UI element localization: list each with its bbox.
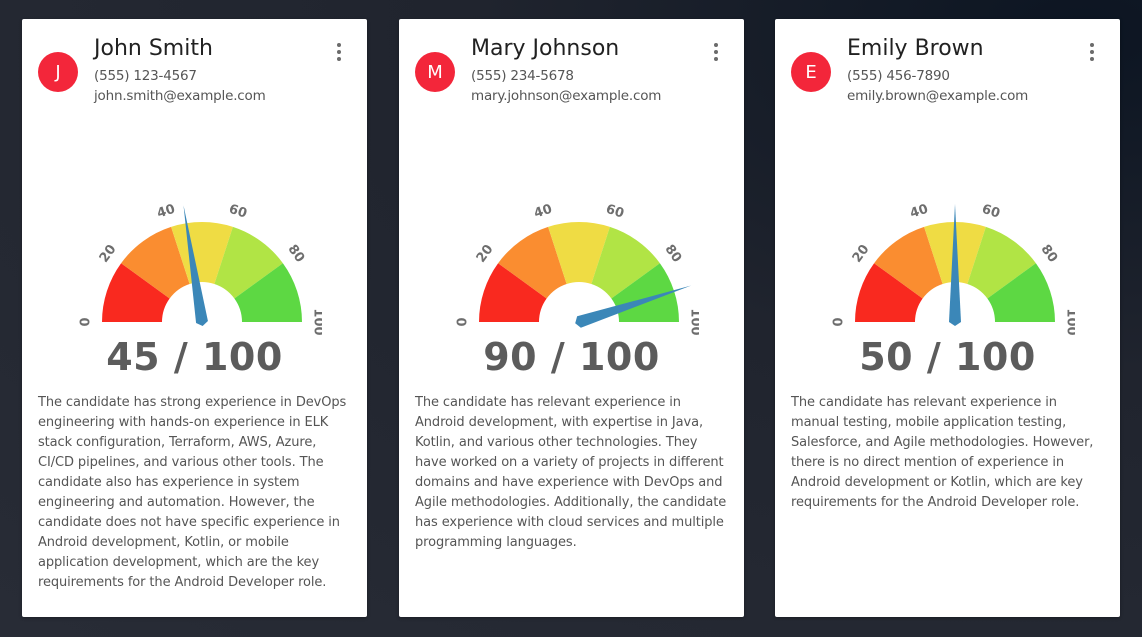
gauge-tick-label: 40 — [908, 202, 930, 222]
gauge-tick-label: 80 — [284, 242, 307, 265]
gauge-segment — [874, 226, 943, 299]
avatar: E — [791, 52, 831, 92]
gauge-needle — [183, 205, 208, 326]
candidate-card: M Mary Johnson (555) 234-5678 mary.johns… — [399, 19, 744, 617]
gauge-segment — [479, 263, 547, 322]
gauge-tick-label: 60 — [227, 202, 249, 222]
candidate-email: john.smith@example.com — [94, 88, 266, 104]
gauge-tick-label: 60 — [604, 202, 626, 222]
gauge-tick-label: 20 — [474, 242, 497, 265]
avatar: J — [38, 52, 78, 92]
score-gauge: 0 20 40 60 80 100 — [832, 202, 1076, 336]
gauge-segment — [967, 226, 1036, 299]
candidate-phone: (555) 234-5678 — [471, 68, 574, 84]
gauge-tick-label: 0 — [832, 317, 847, 326]
gauge-tick-label: 0 — [456, 317, 471, 326]
gauge-tick-label: 20 — [850, 242, 873, 265]
score-gauge: 0 20 40 60 80 100 — [79, 202, 323, 336]
gauge-tick-label: 40 — [532, 202, 554, 222]
more-vert-icon[interactable] — [1084, 41, 1100, 63]
gauge-segment — [987, 263, 1055, 322]
candidate-card: J John Smith (555) 123-4567 john.smith@e… — [22, 19, 367, 617]
gauge-segment — [214, 226, 283, 299]
gauge-segment — [548, 222, 610, 284]
gauge-segment — [591, 226, 660, 299]
gauge-tick-label: 80 — [1037, 242, 1060, 265]
gauge-tick-label: 0 — [79, 317, 94, 326]
more-vert-icon[interactable] — [708, 41, 724, 63]
score-value: 45 / 100 — [106, 335, 283, 379]
candidate-description: The candidate has strong experience in D… — [38, 395, 347, 590]
gauge-tick-label: 20 — [97, 242, 120, 265]
gauge-tick-label: 100 — [311, 308, 323, 335]
more-vert-icon[interactable] — [331, 41, 347, 63]
candidate-name: Emily Brown — [847, 36, 984, 61]
gauge-needle — [575, 285, 692, 328]
gauge-segment — [121, 226, 190, 299]
avatar: M — [415, 52, 455, 92]
candidate-description: The candidate has relevant experience in… — [415, 395, 727, 550]
gauge-tick-label: 100 — [688, 308, 700, 335]
gauge-segment — [498, 226, 567, 299]
gauge-segment — [171, 222, 233, 284]
candidate-email: emily.brown@example.com — [847, 88, 1029, 104]
gauge-segment — [102, 263, 170, 322]
gauge-tick-label: 100 — [1064, 308, 1076, 335]
candidate-email: mary.johnson@example.com — [471, 88, 662, 104]
gauge-tick-label: 80 — [661, 242, 684, 265]
gauge-needle — [949, 204, 961, 326]
candidate-name: John Smith — [94, 36, 213, 61]
candidate-card: E Emily Brown (555) 456-7890 emily.brown… — [775, 19, 1120, 617]
score-value: 90 / 100 — [483, 335, 660, 379]
candidate-phone: (555) 456-7890 — [847, 68, 950, 84]
candidate-description: The candidate has relevant experience in… — [791, 395, 1094, 510]
score-value: 50 / 100 — [859, 335, 1036, 379]
gauge-tick-label: 40 — [155, 202, 177, 222]
gauge-tick-label: 60 — [980, 202, 1002, 222]
candidate-name: Mary Johnson — [471, 36, 620, 61]
score-gauge: 0 20 40 60 80 100 — [456, 202, 700, 336]
candidate-phone: (555) 123-4567 — [94, 68, 197, 84]
gauge-segment — [234, 263, 302, 322]
gauge-segment — [855, 263, 923, 322]
